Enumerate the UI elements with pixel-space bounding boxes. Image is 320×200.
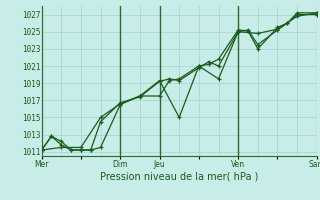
X-axis label: Pression niveau de la mer( hPa ): Pression niveau de la mer( hPa ) bbox=[100, 172, 258, 182]
